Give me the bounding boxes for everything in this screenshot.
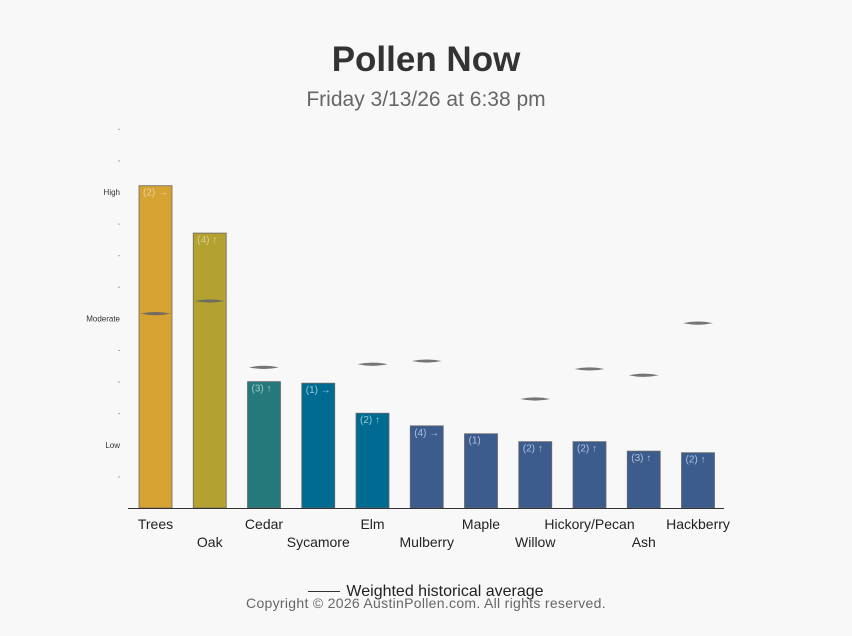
bar xyxy=(301,382,336,509)
x-tick-label: Trees xyxy=(138,516,173,532)
x-tick-label: Ash xyxy=(632,534,656,550)
x-tick-label: Oak xyxy=(197,534,224,550)
bar xyxy=(192,232,227,509)
bar-data-label: (2) ↑ xyxy=(686,455,706,466)
bar-data-label: (4) ↑ xyxy=(197,235,217,246)
x-tick-label: Hackberry xyxy=(666,516,730,532)
chart-subtitle: Friday 3/13/26 at 6:38 pm xyxy=(306,88,546,111)
historical-average-mark xyxy=(628,373,659,377)
bar xyxy=(247,381,281,509)
historical-average-mark xyxy=(520,397,551,401)
historical-average-marks xyxy=(140,299,713,401)
historical-average-mark xyxy=(683,321,713,325)
x-tick-label: Elm xyxy=(360,516,384,532)
y-tick-label: Moderate xyxy=(86,314,120,323)
bar xyxy=(626,450,661,509)
legend-line-swatch xyxy=(308,591,341,593)
chart-title: Pollen Now xyxy=(331,40,521,79)
x-tick-label: Sycamore xyxy=(287,534,350,550)
bar-data-label: (2) ↑ xyxy=(360,415,380,426)
x-tick-label: Maple xyxy=(462,516,500,532)
bar-data-label: (2) → xyxy=(143,188,168,199)
bar xyxy=(409,425,444,509)
historical-average-mark xyxy=(357,362,388,366)
x-tick-label: Mulberry xyxy=(400,534,454,550)
y-tick-label: High xyxy=(104,188,120,197)
bar-data-label: (3) ↑ xyxy=(631,453,651,464)
x-tick-label: Cedar xyxy=(245,516,283,532)
bar-data-label: (2) ↑ xyxy=(577,444,597,455)
bar-data-label: (1) → xyxy=(306,385,331,396)
bar-data-label: (4) → xyxy=(414,428,439,439)
x-tick-label: Willow xyxy=(515,534,556,550)
historical-average-mark xyxy=(140,312,171,316)
bar xyxy=(681,452,715,509)
historical-average-mark xyxy=(249,365,279,369)
bar xyxy=(572,441,607,509)
legend-label: Weighted historical average xyxy=(346,583,544,600)
bar xyxy=(464,433,498,509)
y-axis: Low Moderate High xyxy=(86,128,121,478)
copyright-text: Copyright © 2026 AustinPollen.com. All r… xyxy=(246,595,606,611)
historical-average-mark xyxy=(411,359,442,363)
x-tick-label: Hickory/Pecan xyxy=(544,516,634,532)
bar-data-label: (3) ↑ xyxy=(252,384,272,395)
historical-average-mark xyxy=(194,299,225,303)
bar-labels-group: (2) → (4) ↑ (3) ↑ (1) → (2) ↑ (4) → (1) (2) ↑ (2… xyxy=(143,188,706,466)
bar xyxy=(138,185,173,509)
bar-data-label: (1) xyxy=(469,436,481,447)
bar-data-label: (2) ↑ xyxy=(523,444,543,455)
bars-group xyxy=(138,185,715,509)
y-tick-label: Low xyxy=(105,441,120,450)
legend: Weighted historical average xyxy=(0,583,852,601)
historical-average-mark xyxy=(574,367,605,371)
bar xyxy=(518,441,553,509)
bar xyxy=(355,412,390,509)
